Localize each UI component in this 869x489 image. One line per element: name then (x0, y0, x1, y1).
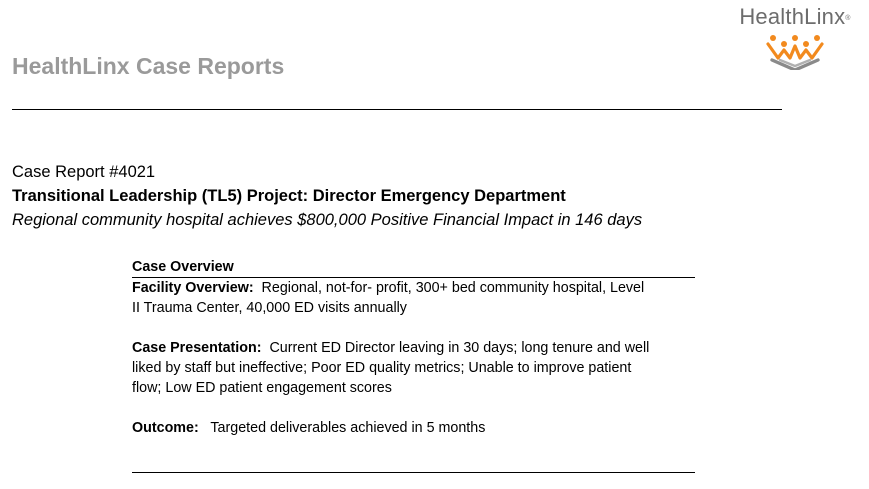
logo-wordmark: HealthLinx® (739, 4, 851, 29)
header-divider (12, 109, 782, 110)
case-overview-section: Case Overview Facility Overview: Regiona… (132, 257, 695, 438)
case-overview-heading: Case Overview (132, 257, 695, 278)
outcome-text: Targeted deliverables achieved in 5 mont… (198, 420, 486, 436)
outcome-label: Outcome: (132, 420, 199, 436)
case-report-number: Case Report #4021 (12, 163, 156, 181)
case-presentation: Case Presentation: Current ED Director l… (132, 338, 652, 398)
facility-overview-text: Regional, not-for- profit, 300+ bed comm… (132, 280, 649, 316)
page-title: HealthLinx Case Reports (12, 53, 285, 79)
facility-overview-label: Facility Overview: (132, 280, 254, 296)
case-presentation-label: Case Presentation: (132, 340, 262, 356)
logo-people-icon (766, 35, 824, 70)
case-title: Transitional Leadership (TL5) Project: D… (12, 187, 566, 205)
case-subtitle: Regional community hospital achieves $80… (12, 211, 643, 229)
facility-overview: Facility Overview: Regional, not-for- pr… (132, 278, 652, 318)
outcome: Outcome: Targeted deliverables achieved … (132, 418, 652, 438)
case-presentation-text: Current ED Director leaving in 30 days; … (132, 340, 654, 396)
healthlinx-logo: HealthLinx® (731, 4, 859, 70)
overview-bottom-divider (132, 472, 695, 473)
